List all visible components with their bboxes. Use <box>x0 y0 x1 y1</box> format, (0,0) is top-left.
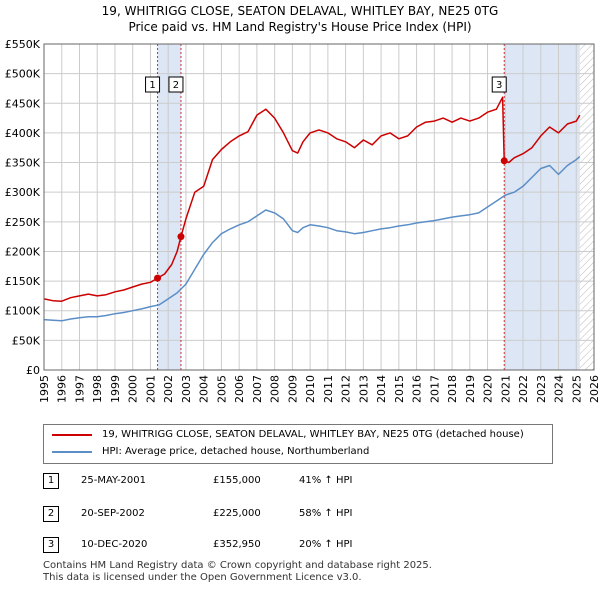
x-tick-label: 1998 <box>91 375 104 403</box>
transaction-date: 25-MAY-2001 <box>81 475 147 486</box>
x-tick-label: 2007 <box>251 375 264 403</box>
y-tick-label: £300K <box>5 186 41 199</box>
sale-period-shading <box>504 44 580 370</box>
x-tick-label: 2016 <box>411 375 424 403</box>
transaction-price: £155,000 <box>213 475 261 486</box>
x-tick-label: 2022 <box>517 375 530 403</box>
legend-label-hpi: HPI: Average price, detached house, Nort… <box>102 446 370 457</box>
x-tick-label: 1999 <box>109 375 122 403</box>
y-tick-label: £200K <box>5 245 41 258</box>
sale-label-box <box>145 76 161 93</box>
legend-swatch-property <box>52 434 92 436</box>
y-tick-label: £100K <box>5 305 41 318</box>
x-tick-label: 2021 <box>499 375 512 403</box>
transaction-number: 1 <box>43 473 59 489</box>
x-tick-label: 2006 <box>233 375 246 403</box>
x-tick-label: 2004 <box>198 375 211 403</box>
x-tick-label: 2015 <box>393 375 406 403</box>
x-tick-label: 2018 <box>446 375 459 403</box>
transaction-hpi: 58% ↑ HPI <box>299 508 353 519</box>
transaction-price: £352,950 <box>213 539 261 550</box>
sale-point <box>500 157 508 165</box>
x-tick-label: 2005 <box>215 375 228 403</box>
x-tick-label: 1996 <box>56 375 69 403</box>
sale-label-box <box>168 76 184 93</box>
property-price-line <box>43 96 581 302</box>
transaction-hpi: 41% ↑ HPI <box>299 475 353 486</box>
x-tick-label: 2020 <box>482 375 495 403</box>
x-tick-label: 1995 <box>38 375 51 403</box>
y-tick-label: £150K <box>5 275 41 288</box>
sale-label: 2 <box>173 80 179 91</box>
transaction-price: £225,000 <box>213 508 261 519</box>
transaction-date: 10-DEC-2020 <box>81 539 148 550</box>
y-tick-label: £500K <box>5 68 41 81</box>
legend-label-property: 19, WHITRIGG CLOSE, SEATON DELAVAL, WHIT… <box>102 429 524 440</box>
sale-label: 3 <box>496 80 502 91</box>
x-tick-label: 2010 <box>304 375 317 403</box>
sale-point <box>177 233 185 241</box>
x-tick-label: 2023 <box>535 375 548 403</box>
x-tick-label: 2013 <box>357 375 370 403</box>
x-tick-label: 2002 <box>162 375 175 403</box>
y-tick-label: £450K <box>5 97 41 110</box>
sale-label-box <box>491 76 507 93</box>
hpi-line <box>43 156 581 322</box>
chart-title: 19, WHITRIGG CLOSE, SEATON DELAVAL, WHIT… <box>101 4 499 18</box>
legend-item-hpi: HPI: Average price, detached house, Nort… <box>52 444 369 460</box>
transaction-number: 3 <box>43 537 59 553</box>
plot-frame <box>43 43 595 371</box>
y-tick-label: £50K <box>12 334 41 347</box>
transaction-hpi: 20% ↑ HPI <box>299 539 353 550</box>
y-tick-label: £550K <box>5 38 41 51</box>
y-tick-label: £250K <box>5 216 41 229</box>
sale-point <box>154 274 162 282</box>
price-chart: 1 2 3 £0 £50K £100K £150K £200K £250K £300K £350K £… <box>5 38 600 403</box>
x-tick-label: 2008 <box>269 375 282 403</box>
x-tick-label: 2000 <box>127 375 140 403</box>
y-tick-label: £0 <box>26 364 40 377</box>
x-tick-label: 2025 <box>570 375 583 403</box>
x-tick-label: 1997 <box>73 375 86 403</box>
x-tick-label: 2026 <box>588 375 600 403</box>
table-row: 1 25-MAY-2001 £155,000 41% ↑ HPI <box>43 472 563 490</box>
x-tick-label: 2024 <box>553 375 566 403</box>
x-tick-label: 2011 <box>322 375 335 403</box>
x-tick-label: 2009 <box>286 375 299 403</box>
chart-subtitle: Price paid vs. HM Land Registry's House … <box>128 20 472 34</box>
table-row: 3 10-DEC-2020 £352,950 20% ↑ HPI <box>43 536 563 554</box>
footer-licence: This data is licensed under the Open Gov… <box>43 572 362 583</box>
y-tick-label: £400K <box>5 127 41 140</box>
legend-item-property: 19, WHITRIGG CLOSE, SEATON DELAVAL, WHIT… <box>52 427 524 443</box>
y-tick-label: £350K <box>5 157 41 170</box>
x-tick-label: 2003 <box>180 375 193 403</box>
table-row: 2 20-SEP-2002 £225,000 58% ↑ HPI <box>43 505 563 523</box>
future-hatch-region <box>579 44 594 370</box>
sale-period-shading <box>157 44 181 370</box>
footer-copyright: Contains HM Land Registry data © Crown c… <box>43 560 432 571</box>
x-tick-label: 2017 <box>428 375 441 403</box>
sale-label: 1 <box>149 80 155 91</box>
x-tick-label: 2012 <box>340 375 353 403</box>
x-tick-label: 2001 <box>144 375 157 403</box>
transaction-date: 20-SEP-2002 <box>81 508 145 519</box>
footer: Contains HM Land Registry data © Crown c… <box>43 560 432 584</box>
x-tick-label: 2014 <box>375 375 388 403</box>
legend: 19, WHITRIGG CLOSE, SEATON DELAVAL, WHIT… <box>43 424 553 464</box>
x-tick-label: 2019 <box>464 375 477 403</box>
transaction-number: 2 <box>43 506 59 522</box>
legend-swatch-hpi <box>52 451 92 453</box>
